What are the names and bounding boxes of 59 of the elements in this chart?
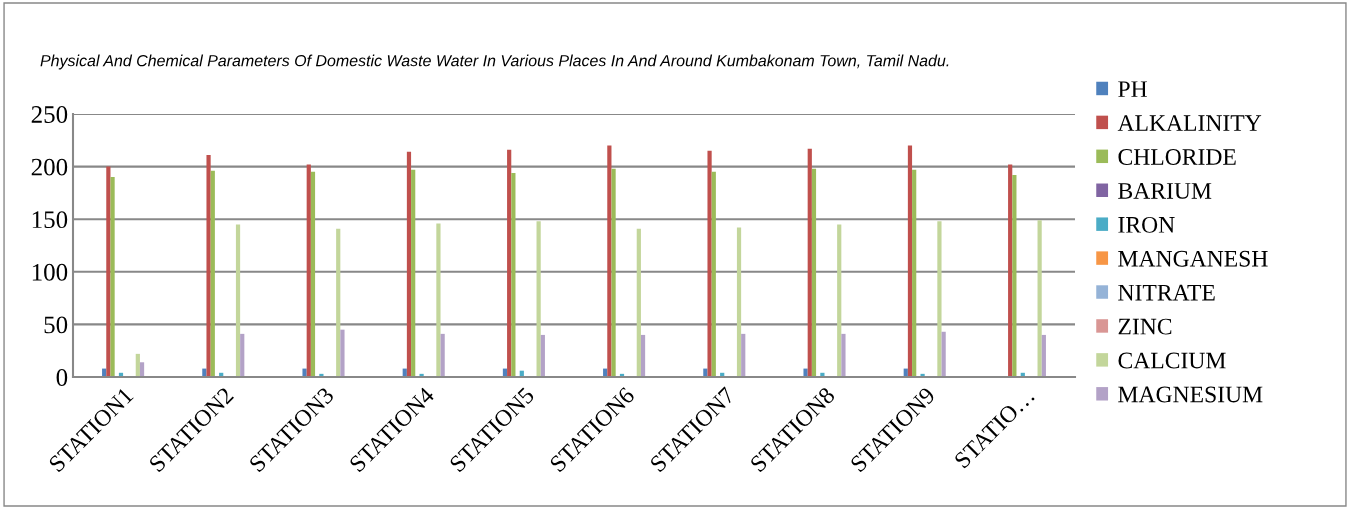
bar: [636, 228, 641, 377]
chart-title: Physical And Chemical Parameters Of Domestic Waste Water In Various Places In And Around Kumbakonam Town, Tamil Nadu.: [40, 54, 949, 70]
legend-label: ALKALINITY: [1117, 115, 1262, 131]
y-tick-label: 250: [31, 106, 68, 123]
bar: [741, 333, 746, 377]
y-tick-label: 100: [32, 263, 68, 281]
bar: [811, 168, 817, 377]
bar: [406, 151, 412, 377]
legend-label: ZINC: [1118, 318, 1172, 335]
bar: [1041, 334, 1046, 377]
bar: [937, 221, 942, 377]
bar: [607, 145, 612, 377]
bar: [707, 150, 712, 377]
bar: [511, 172, 516, 377]
bar: [340, 329, 345, 377]
y-tick-label: 0: [56, 369, 68, 386]
bar: [611, 168, 616, 377]
bar: [210, 170, 215, 377]
bar: [240, 333, 245, 377]
bar: [711, 171, 716, 377]
bar: [206, 155, 211, 377]
legend-label: IRON: [1118, 216, 1175, 233]
bar: [807, 148, 812, 377]
bar: [106, 166, 111, 377]
bar: [235, 224, 241, 377]
y-tick-label: 50: [44, 316, 68, 334]
bar: [507, 149, 512, 377]
bar: [907, 145, 913, 377]
bar: [803, 368, 808, 377]
legend-label: PH: [1118, 81, 1147, 97]
bar: [440, 333, 445, 377]
legend-label: MAGNESIUM: [1118, 386, 1263, 403]
bar: [436, 223, 441, 377]
y-tick-label: 150: [32, 211, 68, 229]
bar: [411, 169, 416, 377]
bar: [1037, 220, 1042, 377]
legend-label: NITRATE: [1118, 284, 1215, 301]
bar: [1012, 175, 1017, 377]
bar: [540, 334, 545, 377]
bar: [736, 227, 742, 377]
bar: [941, 331, 946, 377]
legend-label: CALCIUM: [1118, 352, 1226, 369]
bar: [302, 368, 307, 377]
bar: [536, 221, 541, 377]
legend-label: CHLORIDE: [1118, 149, 1236, 165]
bar: [640, 334, 646, 377]
legend-label: MANGANESH: [1118, 250, 1268, 267]
bar: [139, 362, 145, 377]
bar: [912, 169, 917, 377]
bar: [841, 333, 846, 377]
bar: [1008, 164, 1013, 377]
bar: [306, 164, 311, 377]
y-tick-label: 200: [31, 158, 68, 176]
bar: [110, 177, 115, 377]
bar: [310, 171, 316, 377]
bar: [336, 228, 341, 377]
bar: [837, 224, 842, 377]
bar: [135, 353, 140, 377]
legend-label: BARIUM: [1118, 183, 1212, 199]
